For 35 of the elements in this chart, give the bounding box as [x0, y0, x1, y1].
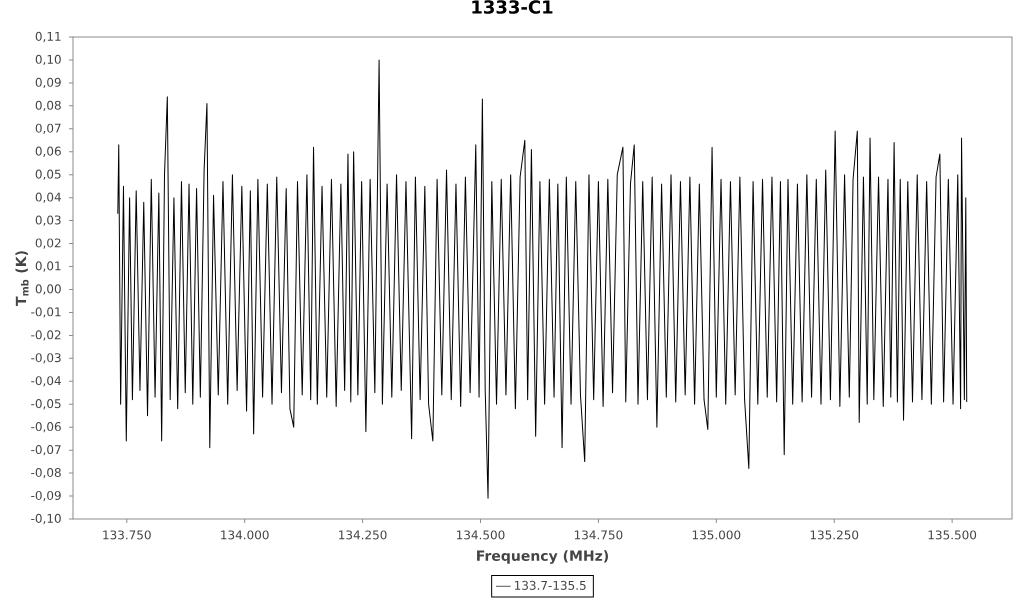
y-tick-label: -0,05	[31, 399, 61, 410]
x-tick-label: 135.500	[928, 530, 977, 540]
y-tick-label: 0,00	[35, 284, 61, 295]
y-tick-label: 0,09	[35, 77, 61, 89]
x-tick-label: 134.250	[339, 530, 387, 540]
y-tick-label: -0,04	[31, 376, 61, 387]
y-tick-label: 0,03	[35, 215, 61, 226]
y-tick-label: 0,07	[35, 123, 61, 134]
x-axis-title: Frequency (MHz)	[477, 550, 608, 564]
chart-title: 1333-C1	[472, 0, 553, 14]
y-tick-label: -0,01	[31, 307, 61, 318]
legend-label: 133.7-135.5	[514, 580, 586, 590]
y-tick-label: -0,10	[31, 513, 61, 525]
y-tick-label: -0,06	[31, 422, 61, 433]
y-tick-label: 0,05	[35, 169, 61, 180]
y-tick-label: -0,07	[31, 444, 61, 456]
x-tick-label: 133.750	[103, 530, 151, 540]
x-tick-label: 134.000	[221, 530, 269, 540]
x-tick-label: 134.750	[574, 530, 623, 540]
y-tick-label: 0,04	[35, 192, 61, 203]
y-tick-label: -0,09	[31, 490, 61, 502]
y-tick-label: -0,03	[31, 353, 61, 364]
y-tick-label: 0,11	[35, 31, 61, 43]
x-tick-label: 134.500	[456, 530, 505, 540]
y-tick-label: 0,08	[35, 100, 61, 112]
x-tick-label: 135.000	[692, 530, 741, 540]
y-tick-label: 0,01	[35, 261, 61, 272]
y-tick-label: -0,02	[31, 330, 61, 341]
x-tick-label: 135.250	[810, 530, 859, 540]
y-tick-label: -0,08	[31, 467, 61, 479]
line-series	[117, 59, 968, 499]
y-tick-label: 0,06	[35, 146, 61, 157]
y-tick-label: 0,10	[35, 54, 61, 66]
y-axis-title: T$_{mb}$ (K)	[15, 251, 29, 306]
y-tick-label: 0,02	[35, 238, 61, 249]
